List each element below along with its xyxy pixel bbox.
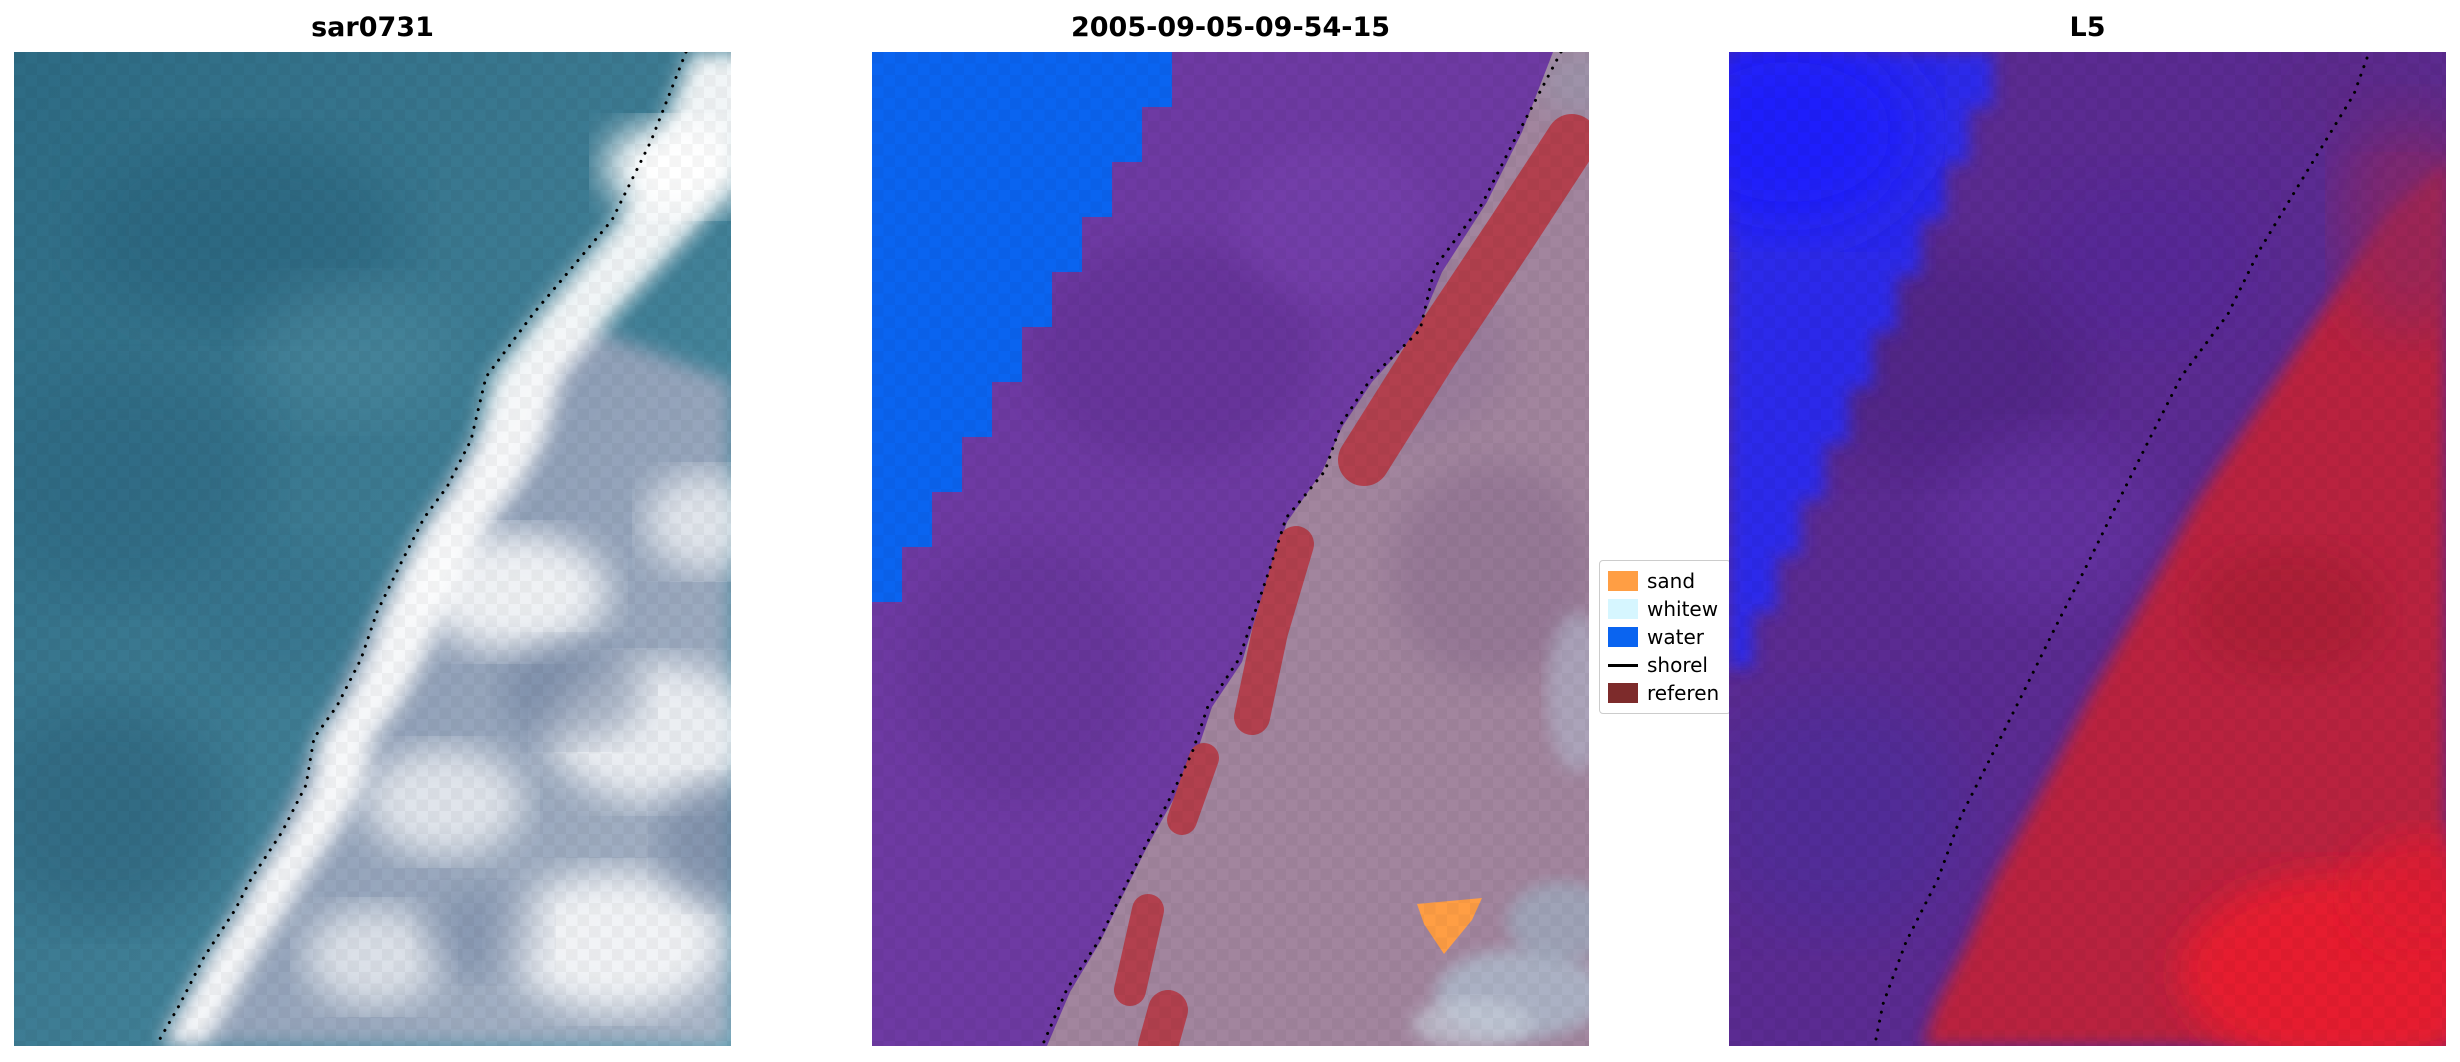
water-swatch-icon [1608, 627, 1638, 647]
l5-image [1729, 52, 2446, 1046]
legend-item-sand: sand [1608, 567, 1730, 595]
whitewater-swatch-icon [1608, 599, 1638, 619]
panel-l5-image [1729, 52, 2446, 1046]
legend-item-reference: referen [1608, 679, 1730, 707]
panel-sar-image [14, 52, 731, 1046]
legend-label-whitewater: whitew [1647, 597, 1719, 621]
shoreline-overlay-l5 [1873, 56, 2369, 1046]
shoreline-swatch-icon [1608, 663, 1638, 667]
reference-swatch-icon [1608, 683, 1638, 703]
legend-label-water: water [1647, 625, 1704, 649]
panel-title-sar0731: sar0731 [311, 12, 434, 43]
classification-image [872, 52, 1589, 1046]
panel-title-date: 2005-09-05-09-54-15 [1070, 12, 1391, 43]
panel-classification-image [872, 52, 1589, 1046]
legend-item-water: water [1608, 623, 1730, 651]
legend-item-shoreline: shorel [1608, 651, 1730, 679]
legend-label-shoreline: shorel [1647, 653, 1708, 677]
sar-image [14, 52, 731, 1046]
panel-title-l5: L5 [2069, 12, 2106, 43]
sand-swatch-icon [1608, 571, 1638, 591]
shoreline-overlay-sar [155, 52, 688, 1046]
legend: sand whitew water shorel referen [1599, 560, 1731, 714]
legend-label-reference: referen [1647, 681, 1720, 705]
legend-label-sand: sand [1647, 569, 1696, 593]
legend-item-whitewater: whitew [1608, 595, 1730, 623]
